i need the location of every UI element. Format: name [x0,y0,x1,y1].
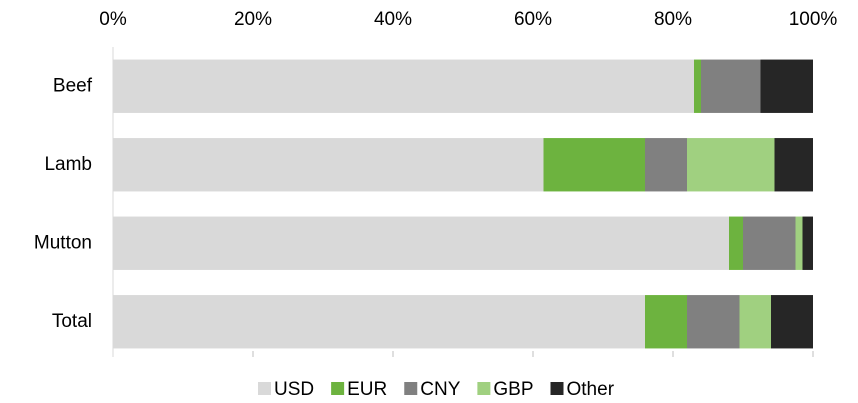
legend-swatch [550,382,564,395]
y-tick-label: Total [52,311,92,332]
bar-segment [113,59,694,113]
legend-label: CNY [420,379,460,400]
x-tick-label: 80% [654,9,692,30]
bar-segment [113,138,544,192]
bar-segment [113,216,729,270]
bar-segment [743,216,796,270]
x-tick-label: 60% [514,9,552,30]
bar-segment [687,138,775,192]
legend-label: GBP [493,379,533,400]
bar-segment [113,295,645,349]
bar-segment [795,216,803,270]
x-tick-label: 100% [789,9,838,30]
bar-segment [645,295,687,349]
x-tick-label: 20% [234,9,272,30]
x-tick-label: 0% [99,9,127,30]
legend-label: EUR [347,379,387,400]
bar-segment [774,138,813,192]
bar-segment [701,59,761,113]
bar-segment [771,295,813,349]
bar-segment [760,59,813,113]
bar-segment [739,295,771,349]
bar-segment [802,216,813,270]
legend-swatch [331,382,345,395]
x-tick-label: 40% [374,9,412,30]
legend-label: USD [274,379,314,400]
y-tick-label: Beef [53,75,93,96]
y-tick-label: Lamb [44,154,92,175]
legend-swatch [404,382,418,395]
bar-segment [543,138,645,192]
bar-segment [729,216,743,270]
y-tick-label: Mutton [34,232,92,253]
bar-segment [694,59,701,113]
bar-segment [687,295,740,349]
bar-segment [645,138,687,192]
legend-swatch [258,382,271,395]
legend-swatch [477,382,491,395]
legend-label: Other [567,379,615,400]
